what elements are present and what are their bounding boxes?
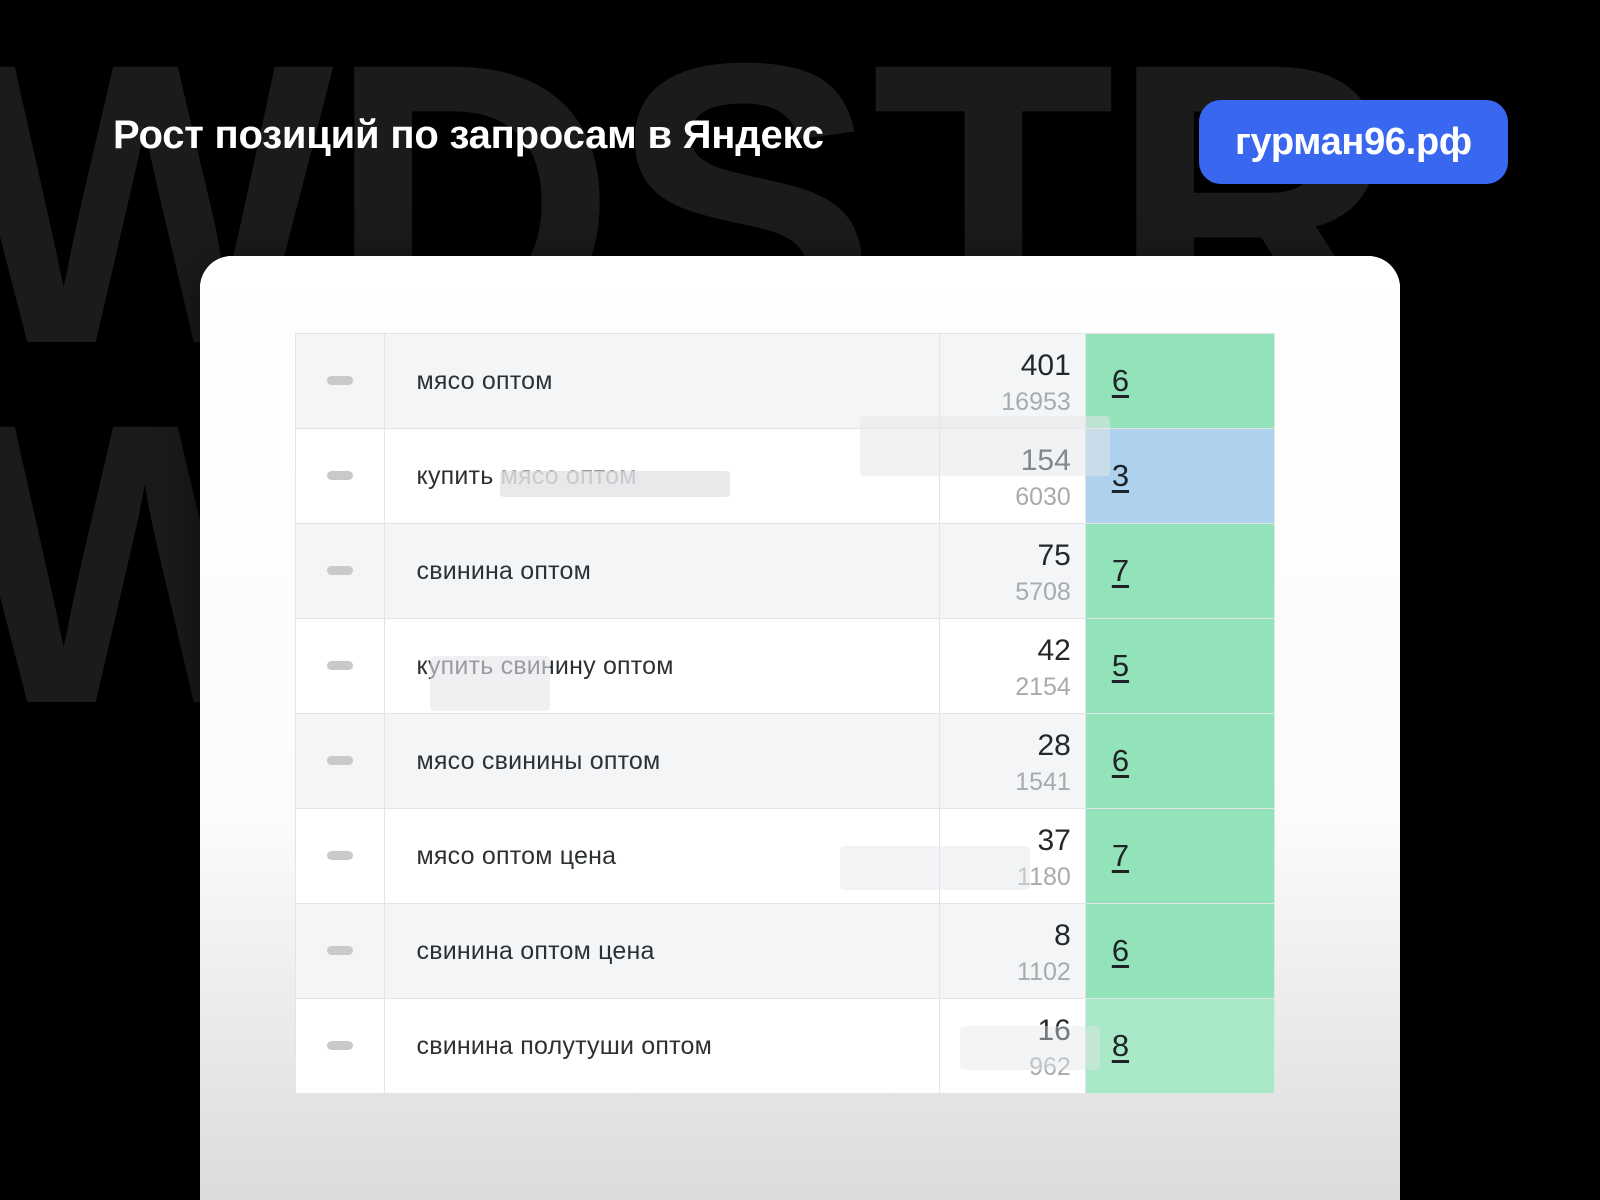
position-link[interactable]: 6 (1111, 743, 1130, 778)
query-cell: свинина оптом цена (383, 903, 940, 999)
frequency-main: 75 (1037, 539, 1071, 572)
frequency-sub: 1180 (1017, 863, 1071, 891)
frequency-sub: 2154 (1015, 673, 1071, 701)
site-domain-label: гурман96.рф (1235, 120, 1472, 163)
frequency-sub: 6030 (1015, 483, 1071, 511)
frequency-cell: 42 2154 (938, 618, 1086, 714)
frequency-main: 16 (1037, 1014, 1071, 1047)
frequency-main: 154 (1020, 444, 1071, 477)
frequency-main: 42 (1037, 634, 1071, 667)
query-cell: свинина оптом (383, 523, 940, 619)
minus-icon[interactable] (326, 756, 353, 765)
minus-icon[interactable] (326, 471, 353, 480)
row-toggle-cell[interactable] (295, 998, 385, 1094)
position-link[interactable]: 3 (1111, 458, 1130, 493)
row-toggle-cell[interactable] (295, 618, 385, 714)
table-row[interactable]: мясо свинины оптом 28 1541 6 (295, 713, 1276, 809)
frequency-sub: 16953 (1001, 388, 1071, 416)
row-toggle-cell[interactable] (295, 713, 385, 809)
position-link[interactable]: 5 (1111, 648, 1130, 683)
table-row[interactable]: свинина полутуши оптом 16 962 8 (295, 998, 1276, 1094)
minus-icon[interactable] (326, 1041, 353, 1050)
query-cell: мясо оптом цена (383, 808, 940, 904)
frequency-cell: 401 16953 (938, 333, 1086, 429)
frequency-sub: 962 (1029, 1053, 1071, 1081)
frequency-cell: 154 6030 (938, 428, 1086, 524)
minus-icon[interactable] (326, 376, 353, 385)
position-cell[interactable]: 3 (1084, 428, 1276, 524)
position-cell[interactable]: 6 (1084, 713, 1276, 809)
row-toggle-cell[interactable] (295, 808, 385, 904)
frequency-cell: 37 1180 (938, 808, 1086, 904)
position-cell[interactable]: 6 (1084, 333, 1276, 429)
query-cell: свинина полутуши оптом (383, 998, 940, 1094)
position-cell[interactable]: 8 (1084, 998, 1276, 1094)
row-toggle-cell[interactable] (295, 523, 385, 619)
table-row[interactable]: мясо оптом цена 37 1180 7 (295, 808, 1276, 904)
frequency-cell: 16 962 (938, 998, 1086, 1094)
frequency-sub: 1102 (1017, 958, 1071, 986)
site-domain-badge: гурман96.рф (1199, 100, 1508, 184)
row-toggle-cell[interactable] (295, 903, 385, 999)
query-cell: мясо свинины оптом (383, 713, 940, 809)
table-row[interactable]: купить мясо оптом 154 6030 3 (295, 428, 1276, 524)
frequency-sub: 1541 (1015, 768, 1071, 796)
row-toggle-cell[interactable] (295, 333, 385, 429)
position-link[interactable]: 8 (1111, 1028, 1130, 1063)
position-link[interactable]: 7 (1111, 838, 1130, 873)
position-link[interactable]: 6 (1111, 933, 1130, 968)
position-cell[interactable]: 5 (1084, 618, 1276, 714)
table-row[interactable]: свинина оптом 75 5708 7 (295, 523, 1276, 619)
rankings-table-body: мясо оптом 401 16953 6 купить мясо оптом 154 6… (295, 333, 1276, 1094)
table-row[interactable]: свинина оптом цена 8 1102 6 (295, 903, 1276, 999)
table-row[interactable]: купить свинину оптом 42 2154 5 (295, 618, 1276, 714)
position-cell[interactable]: 6 (1084, 903, 1276, 999)
position-link[interactable]: 6 (1111, 363, 1130, 398)
page-title: Рост позиций по запросам в Яндекс (113, 113, 824, 157)
table-row[interactable]: мясо оптом 401 16953 6 (295, 333, 1276, 429)
rankings-table: мясо оптом 401 16953 6 купить мясо оптом 154 6… (295, 333, 1276, 1094)
position-cell[interactable]: 7 (1084, 808, 1276, 904)
minus-icon[interactable] (326, 851, 353, 860)
frequency-cell: 75 5708 (938, 523, 1086, 619)
row-toggle-cell[interactable] (295, 428, 385, 524)
screenshot-card: мясо оптом 401 16953 6 купить мясо оптом 154 6… (200, 256, 1400, 1200)
position-link[interactable]: 7 (1111, 553, 1130, 588)
minus-icon[interactable] (326, 946, 353, 955)
minus-icon[interactable] (326, 566, 353, 575)
frequency-sub: 5708 (1015, 578, 1071, 606)
card-surface: мясо оптом 401 16953 6 купить мясо оптом 154 6… (200, 256, 1400, 1200)
minus-icon[interactable] (326, 661, 353, 670)
query-cell: купить мясо оптом (383, 428, 940, 524)
query-cell: мясо оптом (383, 333, 940, 429)
frequency-cell: 8 1102 (938, 903, 1086, 999)
frequency-main: 28 (1037, 729, 1071, 762)
frequency-main: 37 (1037, 824, 1071, 857)
position-cell[interactable]: 7 (1084, 523, 1276, 619)
frequency-main: 401 (1020, 349, 1071, 382)
query-cell: купить свинину оптом (383, 618, 940, 714)
frequency-cell: 28 1541 (938, 713, 1086, 809)
frequency-main: 8 (1054, 919, 1071, 952)
